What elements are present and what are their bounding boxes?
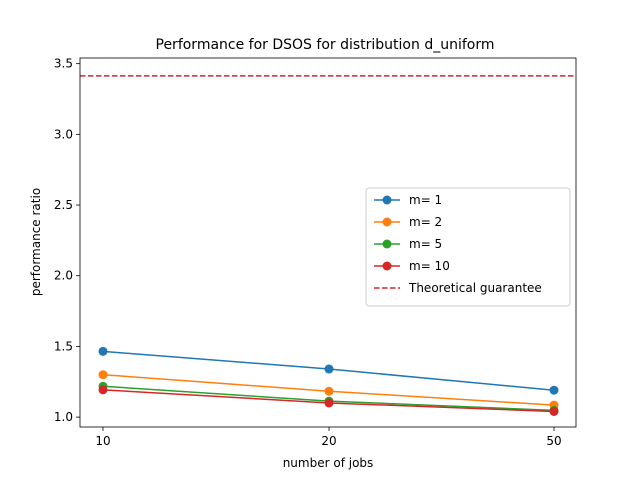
y-tick-label-1: 1.5 [54,339,73,353]
series-1-point-0 [98,370,108,380]
y-tick-label-5: 3.5 [54,57,73,71]
series-1-point-1 [324,386,334,396]
plot-area: 10 20 50 1.0 1.5 2.0 2.5 3.0 3.5 [54,57,577,448]
x-axis-label: number of jobs [283,456,374,470]
legend-marker-1 [382,217,392,227]
legend: m= 1 m= 2 m= 5 m= 10 Theoretical guarantee [365,187,571,307]
legend-marker-0 [382,195,392,205]
x-tick-label-0: 10 [95,434,110,448]
legend-marker-3 [382,261,392,271]
legend-marker-2 [382,239,392,249]
legend-label-2: m= 5 [409,237,442,251]
series-0-point-1 [324,364,334,374]
y-tick-label-3: 2.5 [54,198,73,212]
series-3-point-1 [324,398,334,408]
legend-label-0: m= 1 [409,193,442,207]
legend-label-4: Theoretical guarantee [408,281,542,295]
series-0-point-0 [98,346,108,356]
legend-label-3: m= 10 [409,259,450,273]
series-3-point-2 [549,406,559,416]
legend-box [365,187,571,307]
y-tick-label-2: 2.0 [54,269,73,283]
series-3-point-0 [98,385,108,395]
x-tick-label-2: 50 [546,434,561,448]
legend-label-1: m= 2 [409,215,442,229]
series-0-point-2 [549,385,559,395]
y-tick-label-0: 1.0 [54,410,73,424]
y-axis-label: performance ratio [29,188,43,296]
y-tick-label-4: 3.0 [54,127,73,141]
x-tick-label-1: 20 [321,434,336,448]
chart-title: Performance for DSOS for distribution d_… [156,37,495,53]
axes-frame [79,57,577,428]
